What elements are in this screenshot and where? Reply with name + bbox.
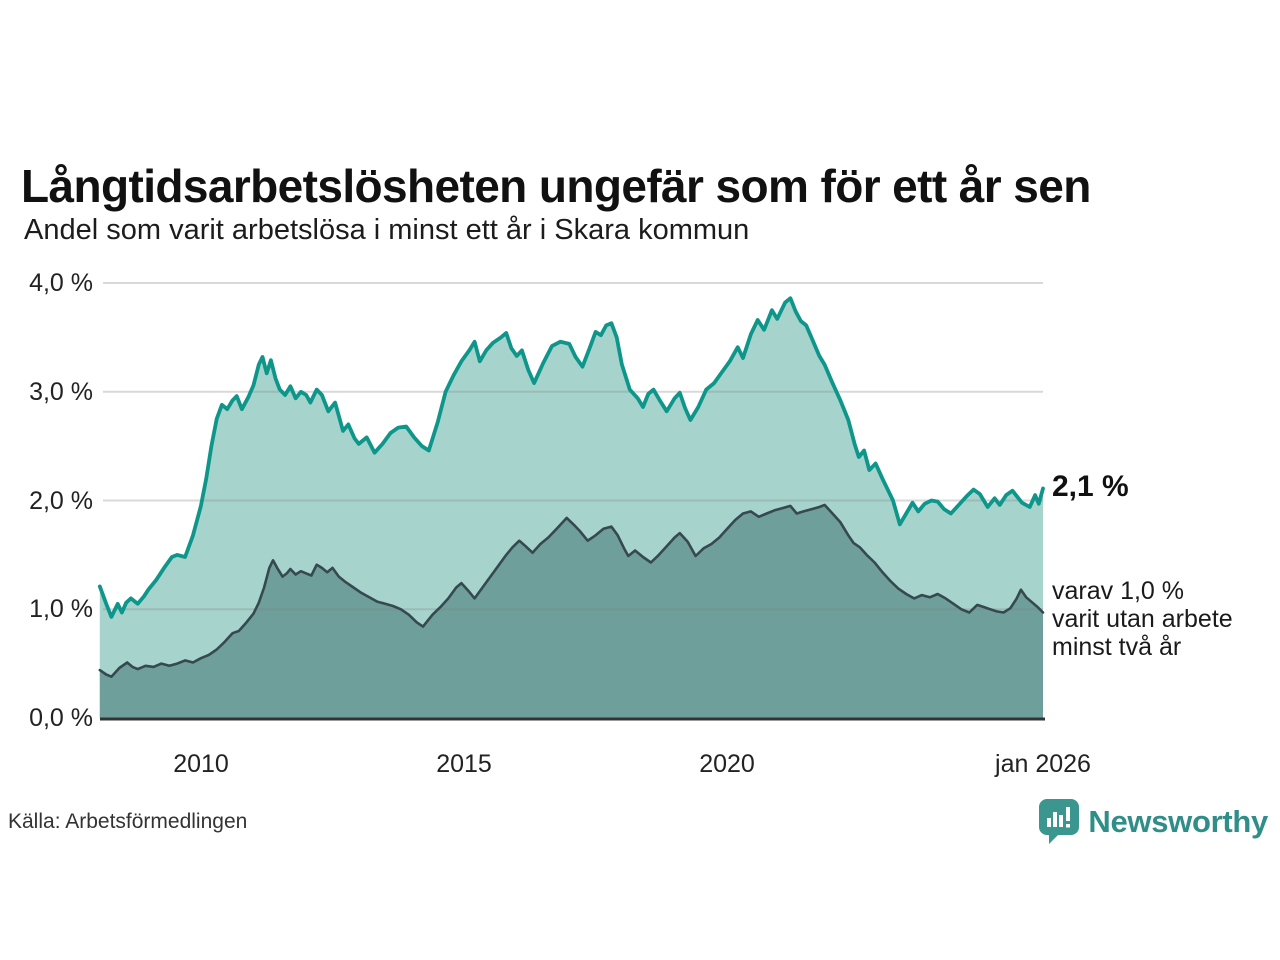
y-tick-label: 3,0 % (29, 377, 93, 406)
annotation-line: minst två år (1052, 632, 1182, 661)
newsworthy-logo: Newsworthy (1039, 799, 1268, 844)
x-tick-label: 2020 (699, 750, 755, 778)
series-area-minst-tva-ar (99, 504, 1044, 718)
annotation-line: varit utan arbete (1052, 604, 1233, 633)
annotation-latest-value: 2,1 % (1052, 469, 1129, 503)
annotation-line: varav 1,0 % (1052, 576, 1185, 605)
page-subtitle: Andel som varit arbetslösa i minst ett å… (24, 214, 750, 246)
x-tick-label: 2010 (173, 750, 229, 778)
source-note: Källa: Arbetsförmedlingen (8, 810, 248, 833)
y-tick-label: 4,0 % (29, 269, 93, 297)
x-tick-label: 2015 (436, 750, 492, 778)
series-line-minst-ett-ar (97, 296, 1045, 619)
newsworthy-wordmark: Newsworthy (1088, 803, 1268, 839)
series-line-minst-tva-ar (98, 503, 1045, 678)
x-tick-label: jan 2026 (995, 750, 1091, 778)
y-tick-label: 1,0 % (29, 595, 93, 624)
y-tick-label: 2,0 % (29, 486, 93, 515)
page-title: Långtidsarbetslösheten ungefär som för e… (21, 159, 1091, 212)
newsworthy-logo-icon (1039, 799, 1080, 844)
annotation-subseries-value: varav 1,0 % varit utan arbete minst två … (1052, 577, 1233, 661)
y-tick-label: 0,0 % (29, 704, 93, 732)
